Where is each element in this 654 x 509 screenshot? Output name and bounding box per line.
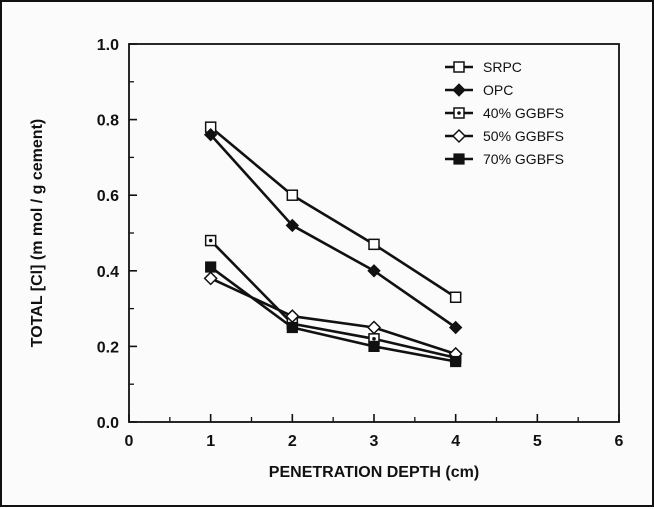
legend-label: OPC (483, 82, 513, 98)
legend-marker (452, 83, 466, 97)
legend-marker (453, 61, 465, 73)
data-point (205, 261, 217, 273)
legend-label: SRPC (483, 59, 522, 75)
y-axis-tick-label: 0.2 (97, 339, 119, 356)
series-50-ggbfs (203, 271, 463, 362)
y-axis-tick-label: 0.8 (97, 113, 119, 130)
x-axis-tick-label: 6 (615, 433, 624, 450)
data-point (366, 320, 382, 335)
data-point (367, 264, 381, 278)
legend-item: 40% GGBFS (445, 105, 564, 121)
data-point (449, 291, 462, 304)
legend-marker (451, 128, 467, 144)
marker-dot (372, 337, 376, 341)
x-axis-tick-label: 3 (370, 433, 379, 450)
legend-marker (453, 107, 465, 119)
series-line (210, 277, 457, 356)
series-line (209, 239, 456, 360)
series-layer (203, 121, 463, 368)
x-axis-tick-label: 4 (451, 433, 460, 450)
legend-marker (453, 153, 465, 165)
legend-item: 70% GGBFS (445, 151, 564, 167)
y-axis-label: TOTAL [Cl] (m mol / g cement) (29, 119, 46, 347)
series-line (209, 133, 457, 329)
legend-label: 40% GGBFS (483, 105, 564, 121)
data-point (368, 238, 380, 251)
y-axis-tick-label: 0.6 (97, 188, 119, 205)
data-point (450, 355, 462, 368)
x-axis-label: PENETRATION DEPTH (cm) (269, 464, 479, 481)
legend-item: SRPC (445, 59, 522, 75)
series-srpc (204, 121, 462, 304)
data-point (286, 321, 298, 334)
x-axis-tick-label: 0 (125, 433, 134, 450)
series-line (209, 265, 456, 363)
y-axis-tick-label: 1.0 (97, 37, 119, 54)
x-axis-tick-label: 2 (288, 433, 297, 450)
axes-layer: 0 1 2 3 4 5 6 0.0 0.2 0.4 0.6 0.8 1.0 (97, 37, 624, 450)
series-line (209, 126, 457, 299)
data-point (204, 234, 217, 247)
x-axis-tick-label: 1 (206, 433, 215, 450)
x-axis-tick-label: 5 (533, 433, 542, 450)
data-point (203, 271, 218, 286)
legend-label: 50% GGBFS (483, 128, 564, 144)
series-opc (203, 128, 463, 335)
y-axis-tick-label: 0.0 (97, 415, 119, 432)
marker-dot (457, 111, 461, 115)
data-point (286, 189, 299, 201)
legend-label: 70% GGBFS (483, 151, 564, 167)
plot-area-frame (128, 43, 620, 423)
legend-item: 50% GGBFS (445, 128, 564, 144)
legend: SRPC OPC 40% GGBFS 50% GGBFS 70% GGBFS (445, 59, 564, 167)
marker-dot (208, 238, 213, 243)
legend-item: OPC (445, 82, 513, 98)
data-point (368, 340, 380, 352)
data-point (448, 320, 463, 335)
data-point (285, 218, 300, 233)
y-axis-tick-label: 0.4 (97, 264, 119, 281)
data-point (203, 128, 218, 142)
series-70-ggbfs (205, 261, 462, 368)
